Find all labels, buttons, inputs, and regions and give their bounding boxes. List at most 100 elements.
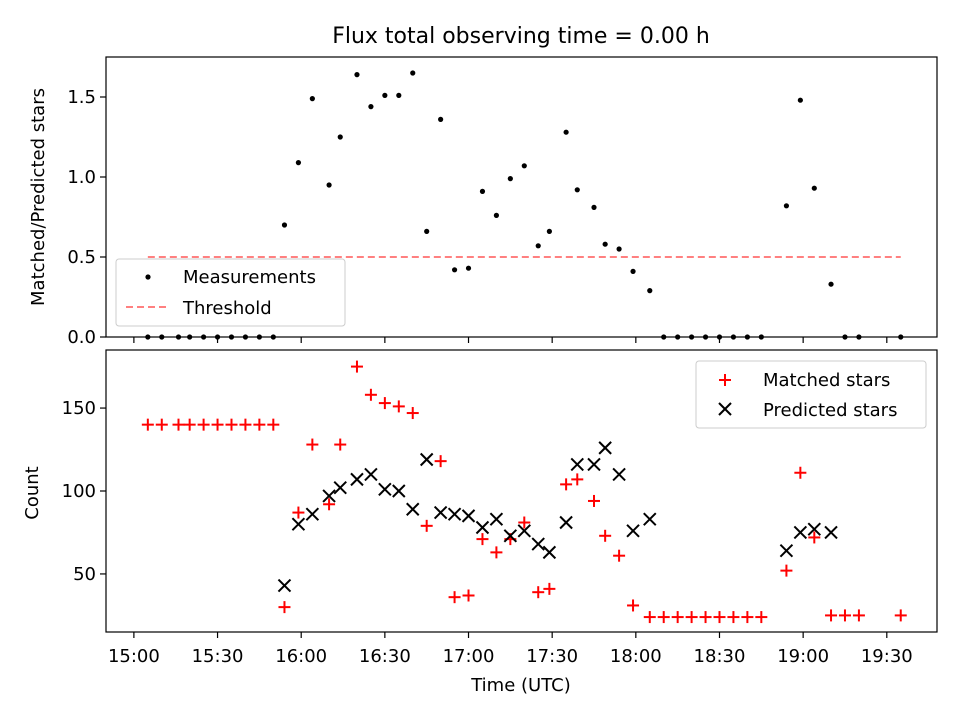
- predicted-star-point: [475, 520, 490, 535]
- ratio-plot-area: [145, 70, 904, 340]
- matched-star-point: [780, 564, 793, 577]
- predicted-star-point: [322, 489, 336, 503]
- matched-star-point: [490, 546, 503, 559]
- measurement-point: [493, 212, 500, 218]
- predicted-star-point: [626, 524, 640, 538]
- x-tick-label: 19:30: [861, 646, 913, 667]
- matched-star-point: [448, 591, 461, 604]
- matched-star-point: [727, 611, 740, 624]
- matched-star-point: [794, 466, 807, 479]
- predicted-star-stroke-b: [291, 517, 306, 531]
- count-axes: 50 100 150 15:00 15:30 16:00 16:30 17:00 17:30 18…: [62, 398, 913, 667]
- predicted-star-stroke-b: [542, 545, 557, 560]
- matched-star-point: [462, 589, 475, 602]
- predicted-star-stroke-b: [447, 507, 462, 521]
- matched-star-point: [155, 418, 168, 431]
- predicted-star-point: [807, 522, 822, 536]
- measurement-point: [337, 134, 343, 140]
- matched-star-point: [183, 418, 196, 431]
- predicted-star-stroke-b: [503, 529, 518, 543]
- ratio-legend-box: [115, 258, 346, 327]
- x-tick-label: 16:00: [275, 646, 327, 667]
- matched-star-point: [518, 516, 531, 529]
- matched-star-point: [571, 473, 584, 486]
- matched-star-point: [543, 582, 556, 595]
- ratio-y-tick-label: 1.0: [67, 167, 96, 188]
- measurement-point: [309, 96, 315, 102]
- x-tick-label: 17:30: [526, 646, 578, 667]
- predicted-star-stroke-b: [517, 524, 531, 538]
- predicted-star-point: [793, 525, 808, 540]
- count-y-tick-label: 100: [62, 481, 96, 502]
- predicted-star-stroke-b: [643, 512, 657, 526]
- predicted-star-stroke-b: [598, 441, 612, 455]
- predicted-star-stroke-b: [824, 525, 838, 540]
- predicted-star-stroke-b: [406, 502, 420, 516]
- matched-star-point: [741, 611, 754, 624]
- count-y-axis-label: Count: [22, 466, 43, 519]
- measurement-point: [382, 92, 388, 98]
- matched-star-point: [364, 388, 377, 401]
- matched-star-point: [755, 611, 768, 624]
- chart-title: Flux total observing time = 0.00 h: [332, 24, 710, 49]
- matched-star-point: [267, 418, 280, 431]
- x-tick-label: 15:00: [108, 646, 160, 667]
- predicted-star-stroke-b: [587, 457, 601, 472]
- matched-star-point: [532, 586, 545, 599]
- predicted-star-stroke-b: [475, 520, 490, 535]
- measurement-point: [410, 70, 416, 76]
- predicted-star-stroke-b: [378, 482, 392, 497]
- measurement-point: [438, 116, 444, 122]
- x-tick-label: 18:00: [610, 646, 662, 667]
- measurement-point: [354, 72, 360, 78]
- matched-star-point: [197, 418, 210, 431]
- predicted-star-point: [419, 452, 434, 467]
- predicted-star-point: [779, 544, 794, 558]
- measurement-point: [783, 203, 790, 209]
- matched-star-point: [434, 455, 447, 468]
- measurement-point: [811, 185, 817, 191]
- legend-threshold-label: Threshold: [182, 298, 272, 319]
- matched-star-point: [852, 609, 865, 622]
- matched-star-point: [627, 599, 640, 612]
- matched-star-point: [334, 438, 347, 451]
- matched-star-point: [699, 611, 712, 624]
- matched-star-point: [306, 438, 319, 451]
- predicted-star-point: [612, 467, 626, 482]
- predicted-star-stroke-b: [277, 578, 292, 593]
- predicted-star-point: [531, 537, 545, 551]
- measurement-point: [574, 187, 580, 193]
- count-plot-area: [141, 360, 907, 624]
- predicted-star-point: [489, 512, 504, 526]
- measurement-point: [507, 176, 513, 182]
- matched-star-point: [239, 418, 252, 431]
- predicted-star-stroke-b: [433, 505, 448, 520]
- predicted-star-stroke-b: [626, 524, 640, 538]
- predicted-star-stroke-b: [364, 467, 378, 482]
- measurement-point: [295, 160, 302, 166]
- predicted-star-point: [461, 509, 476, 523]
- measurement-point: [281, 222, 288, 228]
- measurement-point: [828, 281, 834, 287]
- predicted-star-stroke-b: [531, 537, 545, 551]
- predicted-star-point: [406, 502, 420, 516]
- matched-star-point: [825, 609, 838, 622]
- predicted-star-point: [350, 472, 364, 487]
- legend-predicted-label: Predicted stars: [763, 400, 897, 421]
- legend-matched-label: Matched stars: [763, 370, 890, 391]
- predicted-star-point: [517, 524, 531, 538]
- predicted-star-point: [433, 505, 448, 520]
- measurement-point: [451, 267, 458, 273]
- measurement-point: [326, 182, 332, 188]
- predicted-star-stroke-b: [779, 544, 794, 558]
- matched-star-point: [657, 611, 670, 624]
- x-axis-label: Time (UTC): [470, 675, 571, 696]
- matched-star-point: [392, 400, 405, 413]
- ratio-axes-frame: [105, 56, 938, 338]
- count-y-tick-label: 150: [62, 398, 96, 419]
- measurement-point: [396, 92, 402, 98]
- matched-star-point: [599, 529, 612, 542]
- measurement-point: [563, 129, 569, 135]
- ratio-legend: Measurements Threshold: [115, 258, 346, 327]
- x-tick-label: 15:30: [192, 646, 244, 667]
